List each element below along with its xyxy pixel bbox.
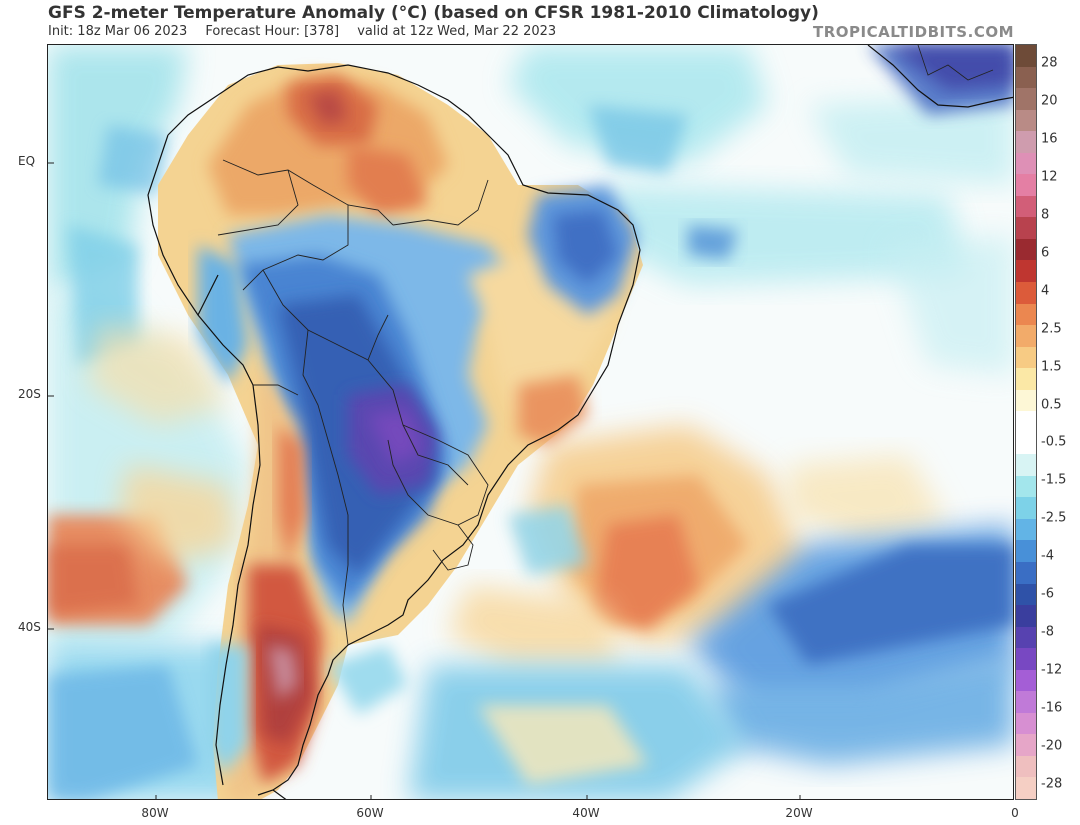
colorbar-segment xyxy=(1016,109,1036,132)
valid-time: valid at 12z Wed, Mar 22 2023 xyxy=(357,24,557,39)
colorbar-segment xyxy=(1016,583,1036,606)
colorbar-segment xyxy=(1016,734,1036,757)
colorbar-label: 0.5 xyxy=(1041,397,1062,413)
colorbar-label: -16 xyxy=(1041,700,1063,716)
colorbar-label: -0.5 xyxy=(1041,434,1067,450)
colorbar-label: -8 xyxy=(1041,624,1054,640)
colorbar-segment xyxy=(1016,174,1036,197)
colorbar-segment xyxy=(1016,432,1036,455)
ocean-anomaly-field xyxy=(48,45,1013,799)
map-subtitle: Init: 18z Mar 06 2023 Forecast Hour: [37… xyxy=(48,24,570,39)
map-title: GFS 2-meter Temperature Anomaly (°C) (ba… xyxy=(48,3,819,23)
coastlines xyxy=(147,64,641,799)
colorbar xyxy=(1015,44,1037,800)
lon-label-60w: 60W xyxy=(356,806,384,820)
colorbar-segment xyxy=(1016,238,1036,261)
colorbar-label: -2.5 xyxy=(1041,510,1067,526)
africa-coast xyxy=(867,45,1013,108)
colorbar-segment xyxy=(1016,669,1036,692)
colorbar-segment xyxy=(1016,88,1036,111)
colorbar-label: 1.5 xyxy=(1041,359,1062,375)
lat-label-40s: 40S xyxy=(18,620,41,634)
map-frame-ticks xyxy=(48,162,801,799)
colorbar-segment xyxy=(1016,325,1036,348)
colorbar-segment xyxy=(1016,346,1036,369)
map-canvas xyxy=(48,45,1013,799)
colorbar-segment xyxy=(1016,648,1036,671)
colorbar-segment xyxy=(1016,691,1036,714)
colorbar-label: -28 xyxy=(1041,776,1063,792)
country-borders xyxy=(217,159,489,646)
colorbar-segment xyxy=(1016,454,1036,477)
colorbar-segment xyxy=(1016,303,1036,326)
colorbar-label: 12 xyxy=(1041,169,1058,185)
lon-label-80w: 80W xyxy=(141,806,169,820)
colorbar-segment xyxy=(1016,497,1036,520)
colorbar-segment xyxy=(1016,45,1036,68)
colorbar-segment xyxy=(1016,755,1036,778)
colorbar-segment xyxy=(1016,152,1036,175)
colorbar-segment xyxy=(1016,777,1036,800)
colorbar-label: -12 xyxy=(1041,662,1063,678)
lat-label-eq: EQ xyxy=(18,154,36,168)
colorbar-segment xyxy=(1016,605,1036,628)
colorbar-label: -20 xyxy=(1041,738,1063,754)
colorbar-segment xyxy=(1016,389,1036,412)
colorbar-label: 28 xyxy=(1041,55,1058,71)
south-america-anomaly-field xyxy=(158,63,643,799)
colorbar-segment xyxy=(1016,217,1036,240)
forecast-hour: Forecast Hour: [378] xyxy=(205,24,340,39)
colorbar-segment xyxy=(1016,260,1036,283)
colorbar-segment xyxy=(1016,475,1036,498)
colorbar-label: 8 xyxy=(1041,207,1050,223)
anomaly-map xyxy=(47,44,1014,800)
lon-label-20w: 20W xyxy=(785,806,813,820)
colorbar-segment xyxy=(1016,411,1036,434)
colorbar-label: 4 xyxy=(1041,283,1050,299)
colorbar-label: 6 xyxy=(1041,245,1050,261)
colorbar-segment xyxy=(1016,562,1036,585)
colorbar-label: -4 xyxy=(1041,548,1054,564)
colorbar-label: -6 xyxy=(1041,586,1054,602)
colorbar-segment xyxy=(1016,540,1036,563)
colorbar-label: 16 xyxy=(1041,131,1058,147)
lon-label-0: 0 xyxy=(1011,806,1019,820)
lon-label-40w: 40W xyxy=(572,806,600,820)
colorbar-label: -1.5 xyxy=(1041,472,1067,488)
colorbar-segment xyxy=(1016,66,1036,89)
colorbar-segment xyxy=(1016,281,1036,304)
colorbar-segment xyxy=(1016,131,1036,154)
colorbar-segment xyxy=(1016,518,1036,541)
brand-watermark: TROPICALTIDBITS.COM xyxy=(813,23,1014,41)
colorbar-segment xyxy=(1016,368,1036,391)
colorbar-segment xyxy=(1016,195,1036,218)
colorbar-label: 2.5 xyxy=(1041,321,1062,337)
colorbar-segment xyxy=(1016,712,1036,735)
colorbar-label: 20 xyxy=(1041,93,1058,109)
colorbar-segment xyxy=(1016,626,1036,649)
lat-label-20s: 20S xyxy=(18,387,41,401)
init-time: Init: 18z Mar 06 2023 xyxy=(48,24,188,39)
